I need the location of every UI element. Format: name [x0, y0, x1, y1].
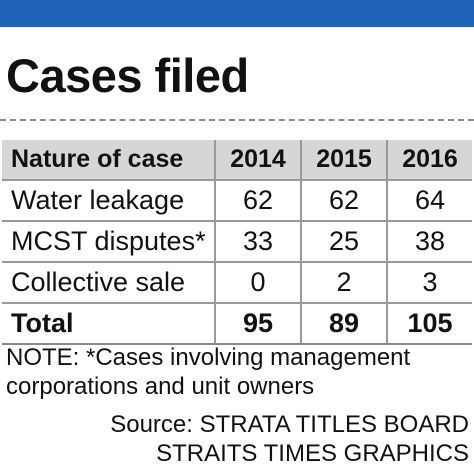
total-cell: 105: [386, 302, 472, 345]
table-cell: 2: [300, 261, 387, 303]
total-cell: 89: [300, 302, 387, 345]
row-label-total: Total: [2, 302, 215, 345]
header-year-2015: 2015: [300, 140, 387, 180]
header-year-2016: 2016: [386, 140, 472, 180]
header-nature-of-case: Nature of case: [2, 140, 215, 180]
table-row: MCST disputes* 33 25 38: [2, 220, 472, 262]
top-color-band: [0, 0, 474, 27]
table-cell: 62: [214, 179, 301, 221]
footnote-line: corporations and unit owners: [6, 373, 315, 400]
total-cell: 95: [214, 302, 301, 345]
table-cell: 38: [386, 220, 472, 262]
cases-table: Nature of case 2014 2015 2016 Water leak…: [2, 140, 472, 345]
table-row: Collective sale 0 2 3: [2, 261, 472, 303]
dashed-divider: [0, 119, 474, 121]
table-cell: 62: [300, 179, 387, 221]
header-year-2014: 2014: [214, 140, 301, 180]
footnote: NOTE: *Cases involving management corpor…: [6, 343, 410, 401]
table-cell: 0: [214, 261, 301, 303]
source-credit: Source: STRATA TITLES BOARD STRAITS TIME…: [110, 410, 469, 468]
table-header-row: Nature of case 2014 2015 2016: [2, 140, 472, 180]
table-cell: 64: [386, 179, 472, 221]
credit-line: STRAITS TIMES GRAPHICS: [156, 440, 469, 467]
row-label-mcst-disputes: MCST disputes*: [2, 220, 215, 262]
row-label-water-leakage: Water leakage: [2, 179, 215, 221]
total-row: Total 95 89 105: [2, 302, 472, 345]
row-label-collective-sale: Collective sale: [2, 261, 215, 303]
table-row: Water leakage 62 62 64: [2, 179, 472, 221]
footnote-line: NOTE: *Cases involving management: [6, 344, 411, 371]
table-cell: 33: [214, 220, 301, 262]
source-line: Source: STRATA TITLES BOARD: [110, 411, 469, 438]
table-cell: 3: [386, 261, 472, 303]
chart-title: Cases filed: [6, 49, 249, 102]
table-cell: 25: [300, 220, 387, 262]
